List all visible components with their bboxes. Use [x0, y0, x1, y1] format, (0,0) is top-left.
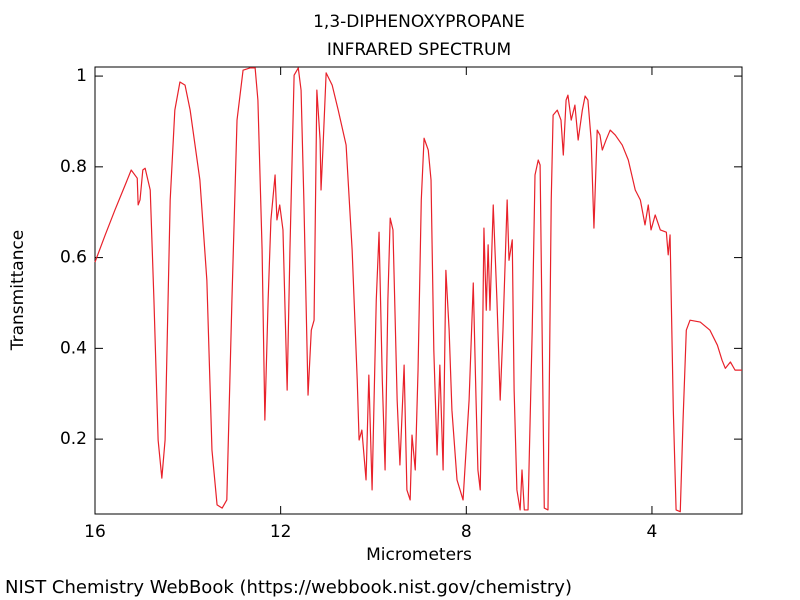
chart-subtitle: INFRARED SPECTRUM	[327, 40, 511, 60]
spectrum-line	[94, 67, 742, 513]
x-tick-label: 12	[270, 522, 292, 542]
y-tick-label: 0.2	[60, 429, 87, 449]
y-tick-label: 1	[76, 66, 87, 86]
plot-frame	[94, 66, 743, 515]
source-note: NIST Chemistry WebBook (https://webbook.…	[5, 577, 572, 598]
y-tick-label: 0.6	[60, 248, 87, 268]
chart-title: 1,3-DIPHENOXYPROPANE	[313, 12, 525, 32]
y-tick-label: 0.8	[60, 157, 87, 177]
x-tick-label: 16	[84, 522, 106, 542]
x-tick-label: 8	[461, 522, 472, 542]
y-tick-label: 0.4	[60, 338, 87, 358]
x-axis-label: Micrometers	[366, 545, 472, 565]
x-tick-label: 4	[647, 522, 658, 542]
y-axis-label: Transmittance	[8, 230, 28, 352]
